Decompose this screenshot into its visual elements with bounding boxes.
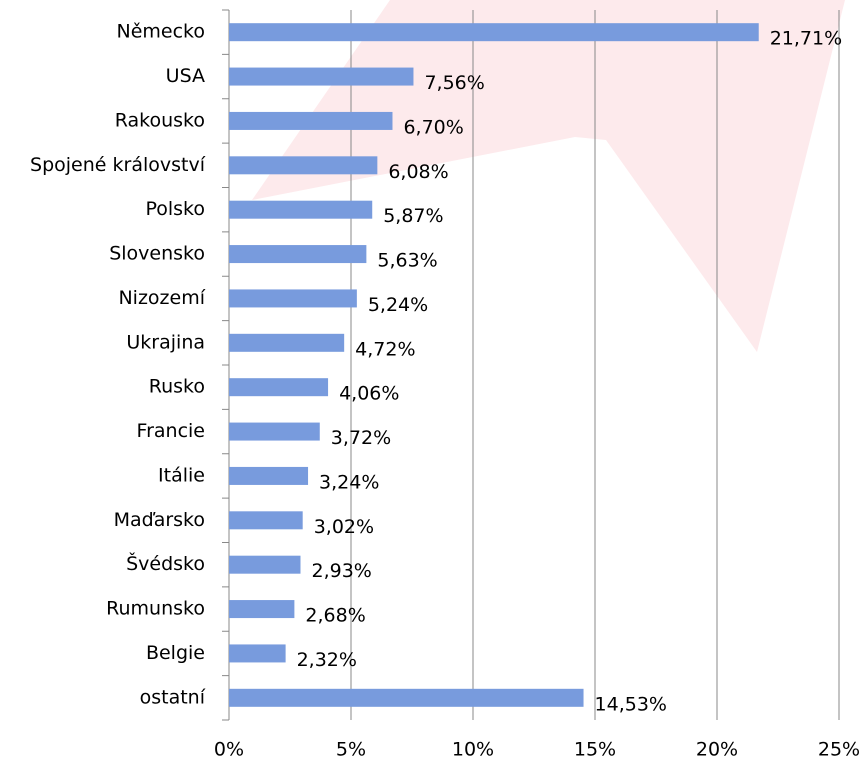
y-tick-label: Ukrajina	[126, 331, 205, 353]
value-label: 14,53%	[595, 693, 667, 715]
bar	[229, 555, 301, 574]
value-label: 2,93%	[311, 560, 371, 582]
y-tick-label: Rakousko	[115, 109, 205, 131]
value-label: 21,71%	[770, 28, 842, 50]
value-label: 5,87%	[383, 205, 443, 227]
y-tick-label: Maďarsko	[114, 509, 205, 531]
bar	[229, 333, 345, 352]
value-label: 3,72%	[331, 427, 391, 449]
y-tick-label: Slovensko	[109, 243, 205, 265]
y-tick-label: USA	[166, 65, 205, 87]
bar	[229, 466, 309, 485]
y-tick-label: Francie	[137, 420, 205, 442]
y-tick-label: Švédsko	[126, 551, 205, 575]
value-label: 5,24%	[368, 294, 428, 316]
value-label: 4,72%	[355, 338, 415, 360]
bar	[229, 422, 320, 441]
bar	[229, 67, 414, 86]
value-label: 7,56%	[424, 72, 484, 94]
value-label: 4,06%	[339, 383, 399, 405]
bar	[229, 23, 759, 42]
y-tick-label: Itálie	[158, 464, 205, 486]
bar	[229, 156, 378, 175]
y-tick-label: Spojené království	[30, 154, 206, 176]
bar	[229, 378, 329, 397]
value-label: 5,63%	[377, 250, 437, 272]
x-tick-label: 15%	[574, 739, 616, 761]
value-label: 2,68%	[305, 605, 365, 627]
value-label: 6,08%	[388, 161, 448, 183]
y-tick-label: Belgie	[146, 642, 205, 664]
y-tick-label: Nizozemí	[118, 287, 205, 309]
x-tick-label: 0%	[214, 739, 244, 761]
y-tick-label: ostatní	[140, 686, 206, 708]
watermark	[252, 0, 845, 352]
bar	[229, 644, 286, 663]
y-tick-label: Rumunsko	[106, 598, 205, 620]
value-label: 3,02%	[314, 516, 374, 538]
value-label: 3,24%	[319, 471, 379, 493]
y-tick-label: Rusko	[149, 376, 205, 398]
y-tick-label: Německo	[117, 21, 206, 43]
x-tick-label: 25%	[818, 739, 860, 761]
x-tick-label: 20%	[696, 739, 738, 761]
bar	[229, 245, 367, 264]
value-label: 2,32%	[297, 649, 357, 671]
bar	[229, 111, 393, 130]
bar	[229, 600, 295, 619]
value-label: 6,70%	[403, 116, 463, 138]
x-tick-label: 10%	[452, 739, 494, 761]
bar	[229, 688, 584, 707]
bar	[229, 200, 373, 219]
x-tick-label: 5%	[336, 739, 366, 761]
bar	[229, 289, 357, 308]
y-tick-label: Polsko	[145, 198, 205, 220]
bar	[229, 511, 303, 530]
